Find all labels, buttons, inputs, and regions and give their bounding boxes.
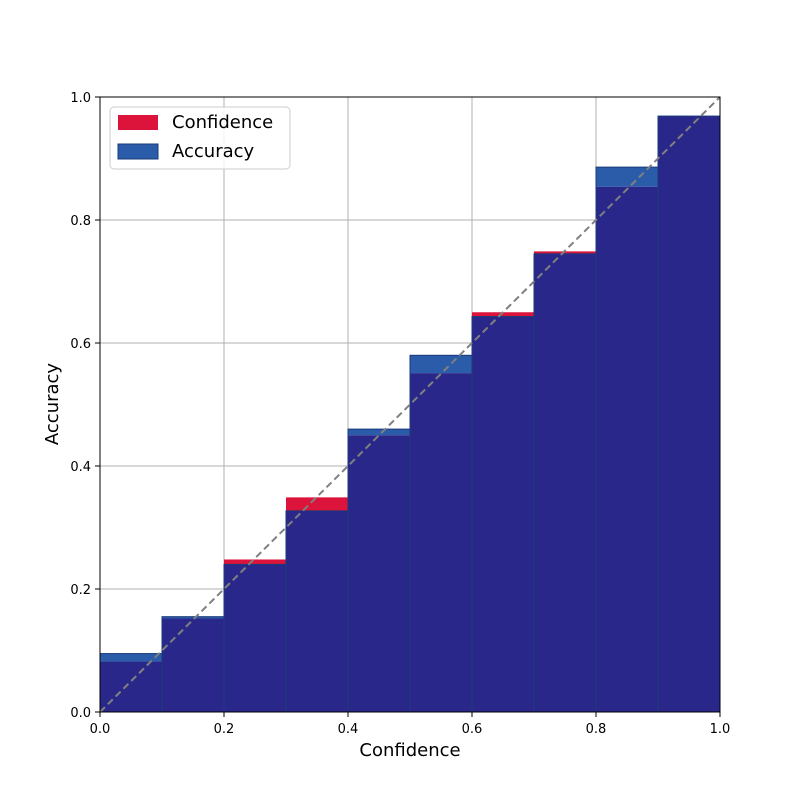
overlap-bar-0 xyxy=(100,661,162,712)
accuracy-bar-0 xyxy=(100,653,162,662)
y-tick-label: 0.2 xyxy=(70,583,91,598)
x-tick-label: 0.2 xyxy=(214,722,235,737)
accuracy-bar-8 xyxy=(596,167,658,187)
y-tick-label: 0.8 xyxy=(70,214,91,229)
legend-swatch-confidence xyxy=(118,115,158,130)
overlap-bar-4 xyxy=(348,435,410,712)
overlap-bar-1 xyxy=(162,618,224,712)
y-tick-label: 1.0 xyxy=(70,91,91,106)
overlap-bar-8 xyxy=(596,186,658,713)
x-tick-label: 0.4 xyxy=(338,722,359,737)
confidence-bar-6 xyxy=(472,312,534,317)
overlap-bar-3 xyxy=(286,510,348,712)
legend-label-accuracy: Accuracy xyxy=(172,141,255,162)
overlap-bar-9 xyxy=(658,116,720,712)
bars-layer xyxy=(99,115,721,713)
y-tick-label: 0.4 xyxy=(70,460,91,475)
y-axis-title: Accuracy xyxy=(42,363,63,446)
legend-label-confidence: Confidence xyxy=(172,112,273,133)
overlap-bar-2 xyxy=(224,564,286,712)
x-tick-label: 0.6 xyxy=(462,722,483,737)
y-tick-label: 0.0 xyxy=(70,706,91,721)
axes-frame xyxy=(99,96,721,713)
accuracy-bar-5 xyxy=(410,355,472,374)
perfect-calibration-line xyxy=(99,96,721,713)
x-axis-title: Confidence xyxy=(359,740,460,761)
confidence-bar-3 xyxy=(286,497,348,511)
overlap-bar-6 xyxy=(472,316,534,712)
accuracy-bar-1 xyxy=(162,616,224,619)
axes-layer: 0.0 0.2 0.4 0.6 0.8 1.0 0.0 0.2 0.4 0.6 0.8 1.0 xyxy=(70,91,730,737)
overlap-bar-7 xyxy=(534,253,596,712)
legend-swatch-accuracy xyxy=(117,143,159,160)
x-tick-label: 1.0 xyxy=(710,722,731,737)
x-tick-label: 0.8 xyxy=(586,722,607,737)
confidence-bar-2 xyxy=(224,559,286,565)
reference-line-layer xyxy=(99,96,721,713)
accuracy-bar-4 xyxy=(348,429,410,436)
confidence-bar-7 xyxy=(534,251,596,254)
y-tick-label: 0.6 xyxy=(70,337,91,352)
x-tick-label: 0.0 xyxy=(90,722,111,737)
overlap-bar-5 xyxy=(410,373,472,712)
legend: Confidence Accuracy xyxy=(109,106,291,170)
